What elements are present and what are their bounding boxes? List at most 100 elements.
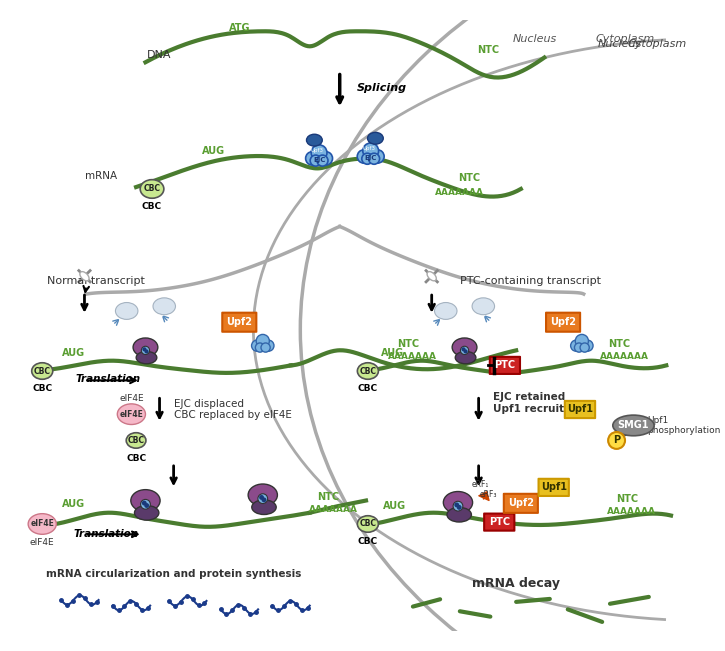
Text: NTC: NTC [477, 45, 499, 55]
Ellipse shape [28, 514, 57, 534]
Text: mRNA circularization and protein synthesis: mRNA circularization and protein synthes… [46, 569, 302, 579]
Circle shape [580, 343, 589, 352]
Circle shape [362, 153, 373, 164]
Text: Upf2: Upf2 [550, 317, 576, 327]
Ellipse shape [248, 484, 278, 506]
Circle shape [259, 495, 264, 500]
FancyBboxPatch shape [484, 514, 514, 531]
Ellipse shape [141, 346, 149, 355]
Text: Upf1
phosphorylation: Upf1 phosphorylation [647, 416, 721, 435]
Text: Nucleus: Nucleus [513, 34, 557, 44]
Text: Upf1: Upf1 [541, 482, 567, 492]
Text: Nucleus: Nucleus [597, 39, 642, 49]
Ellipse shape [141, 499, 150, 509]
Text: NTC: NTC [397, 339, 419, 349]
Text: AAAAAAA: AAAAAAA [600, 352, 649, 361]
FancyBboxPatch shape [490, 357, 520, 374]
Text: NTC: NTC [608, 339, 631, 349]
Text: AAAAAAA: AAAAAAA [309, 505, 357, 514]
Text: mRNA: mRNA [85, 171, 117, 181]
Text: CBC: CBC [358, 537, 378, 546]
FancyArrowPatch shape [479, 492, 489, 501]
Ellipse shape [140, 180, 164, 199]
Text: eIF4E: eIF4E [30, 538, 54, 547]
Ellipse shape [447, 507, 471, 522]
Circle shape [370, 150, 384, 163]
Circle shape [461, 347, 465, 352]
FancyBboxPatch shape [504, 494, 538, 513]
Text: Normal transcript: Normal transcript [47, 276, 145, 286]
Ellipse shape [460, 346, 468, 355]
Text: Translation: Translation [75, 374, 140, 385]
Text: PTC: PTC [494, 361, 515, 370]
Text: CBC: CBC [32, 384, 52, 393]
Circle shape [574, 343, 584, 352]
Ellipse shape [368, 132, 384, 144]
Circle shape [144, 350, 149, 353]
Text: eRF₁: eRF₁ [472, 480, 489, 489]
Circle shape [144, 503, 149, 508]
FancyBboxPatch shape [539, 478, 569, 496]
Circle shape [255, 343, 265, 352]
FancyBboxPatch shape [565, 401, 595, 418]
Ellipse shape [136, 352, 157, 364]
Text: mRNA decay: mRNA decay [472, 577, 560, 590]
Circle shape [582, 340, 593, 352]
Ellipse shape [427, 271, 436, 281]
Circle shape [256, 335, 270, 348]
Text: CBC: CBC [144, 184, 160, 193]
Text: CBC: CBC [34, 367, 51, 376]
Ellipse shape [472, 298, 494, 314]
Circle shape [575, 335, 589, 348]
FancyBboxPatch shape [223, 312, 257, 332]
Ellipse shape [357, 516, 378, 533]
Text: Cytoplasm: Cytoplasm [596, 34, 655, 44]
Ellipse shape [80, 271, 89, 281]
Ellipse shape [455, 352, 476, 364]
Text: Upf2: Upf2 [226, 317, 252, 327]
Text: DNA: DNA [147, 49, 172, 60]
Circle shape [142, 501, 146, 505]
Text: EJC displaced
CBC replaced by eIF4E: EJC displaced CBC replaced by eIF4E [173, 398, 291, 421]
Text: Upf3: Upf3 [311, 148, 323, 153]
Circle shape [317, 155, 328, 166]
Text: eIF4E: eIF4E [30, 519, 54, 529]
Ellipse shape [126, 433, 146, 448]
Text: AUG: AUG [202, 146, 225, 156]
Ellipse shape [452, 338, 477, 357]
Text: eIF4E: eIF4E [120, 409, 144, 419]
Circle shape [319, 152, 333, 165]
Circle shape [357, 150, 370, 163]
Ellipse shape [115, 303, 138, 320]
Circle shape [457, 505, 462, 510]
Text: CBC: CBC [126, 454, 146, 463]
Circle shape [310, 155, 321, 166]
Text: CBC: CBC [128, 436, 144, 445]
Circle shape [261, 343, 270, 352]
Text: EJC retained
Upf1 recruitment: EJC retained Upf1 recruitment [493, 392, 594, 414]
Circle shape [368, 153, 380, 164]
Text: PTC-containing transcript: PTC-containing transcript [460, 276, 601, 286]
Circle shape [571, 340, 581, 352]
Text: Splicing: Splicing [357, 83, 407, 92]
Ellipse shape [357, 363, 378, 380]
Ellipse shape [258, 493, 268, 503]
Circle shape [262, 497, 266, 503]
Text: AUG: AUG [62, 348, 85, 358]
FancyBboxPatch shape [546, 312, 580, 332]
Text: CBC: CBC [360, 367, 376, 376]
Ellipse shape [117, 404, 146, 424]
Text: NTC: NTC [616, 493, 638, 504]
Circle shape [252, 340, 262, 352]
Text: Upf2: Upf2 [507, 498, 534, 508]
Ellipse shape [133, 338, 158, 357]
Circle shape [362, 143, 378, 159]
Text: NTC: NTC [458, 173, 480, 183]
Text: NTC: NTC [318, 492, 339, 502]
Text: AUG: AUG [62, 499, 85, 509]
Text: CBC: CBC [358, 384, 378, 393]
Circle shape [311, 145, 327, 161]
Ellipse shape [434, 303, 457, 320]
Text: AUG: AUG [383, 501, 406, 511]
Ellipse shape [130, 490, 160, 512]
